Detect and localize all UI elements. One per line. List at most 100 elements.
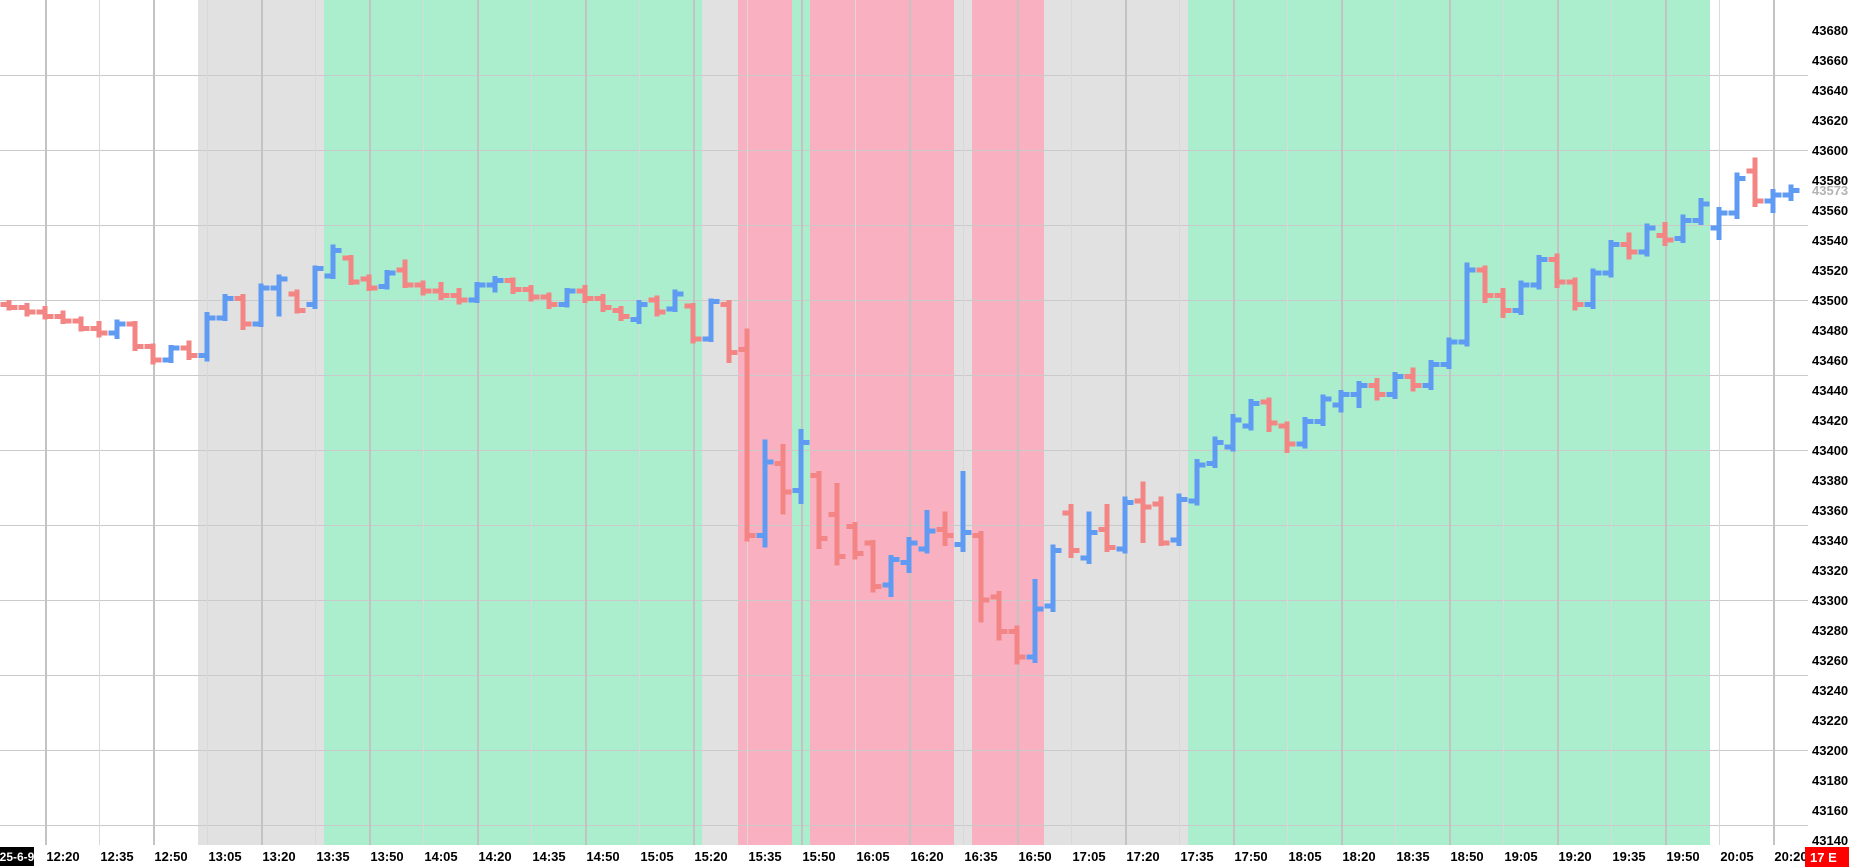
- close-tick: [1739, 176, 1746, 181]
- bar-range: [1536, 255, 1542, 290]
- ohlc-bar: [666, 289, 684, 312]
- ohlc-bar: [1782, 184, 1800, 201]
- price-tick-label: 43620: [1812, 113, 1848, 128]
- time-axis[interactable]: 12:20 12:35 12:50 13:05 13:20 13:35 13:50 14:05…: [46, 849, 1807, 864]
- bar-range: [1086, 511, 1092, 564]
- close-tick: [1469, 267, 1476, 273]
- open-tick: [648, 297, 655, 303]
- time-tick-label: 18:20: [1342, 849, 1375, 864]
- close-tick: [1019, 654, 1026, 660]
- open-tick: [1260, 399, 1267, 405]
- bar-range: [1770, 189, 1776, 213]
- open-tick: [1188, 498, 1195, 504]
- bar-range: [510, 277, 516, 294]
- ohlc-bar: [720, 300, 738, 363]
- vertical-gridlines: [45, 0, 1775, 845]
- open-tick: [144, 344, 151, 349]
- time-tick-label: 19:35: [1612, 849, 1645, 864]
- bar-range: [906, 537, 912, 573]
- close-tick: [209, 315, 216, 321]
- close-tick: [1379, 392, 1386, 397]
- close-tick: [1289, 441, 1296, 447]
- ohlc-bar: [540, 292, 558, 309]
- bar-range: [1554, 253, 1560, 288]
- bar-range: [924, 510, 930, 554]
- price-tick-label: 43360: [1812, 503, 1848, 518]
- close-tick: [389, 270, 396, 276]
- close-tick: [1145, 504, 1152, 510]
- bar-range: [42, 306, 48, 320]
- ohlc-bar: [1674, 214, 1692, 243]
- price-tick-label: 43600: [1812, 143, 1848, 158]
- close-tick: [839, 554, 846, 559]
- bar-range: [1266, 397, 1272, 432]
- v-gridline: [855, 0, 856, 845]
- zone-short: [810, 0, 954, 845]
- v-gridline: [963, 0, 964, 845]
- close-tick: [443, 293, 450, 298]
- open-tick: [558, 302, 565, 307]
- bar-range: [1284, 421, 1290, 453]
- bar-range: [1140, 481, 1146, 543]
- ohlc-bar: [1152, 496, 1170, 546]
- ohlc-bar: [612, 306, 630, 321]
- open-tick: [162, 357, 169, 363]
- open-tick: [1674, 236, 1681, 241]
- open-tick: [576, 288, 583, 294]
- open-tick: [1710, 225, 1717, 231]
- open-tick: [774, 461, 781, 466]
- time-tick-label: 19:20: [1558, 849, 1591, 864]
- time-tick-label: 14:20: [478, 849, 511, 864]
- close-tick: [659, 309, 666, 315]
- close-tick: [929, 528, 936, 534]
- open-tick: [450, 293, 457, 298]
- bar-range: [780, 444, 786, 515]
- open-tick: [882, 582, 889, 588]
- bar-range: [1716, 207, 1722, 240]
- open-tick: [1764, 198, 1771, 204]
- ohlc-bar: [252, 283, 270, 327]
- bar-range: [1698, 198, 1704, 225]
- ohlc-bar: [360, 274, 378, 291]
- close-tick: [65, 318, 72, 324]
- ohlc-bar: [504, 277, 522, 294]
- bar-range: [1194, 459, 1200, 506]
- close-tick: [1325, 396, 1332, 402]
- bar-range: [1644, 223, 1650, 257]
- h-gridline: [0, 825, 1808, 826]
- open-tick: [1566, 279, 1573, 285]
- bar-range: [672, 289, 678, 312]
- bar-range: [636, 300, 642, 324]
- v-gridline: [369, 0, 371, 845]
- open-tick: [1296, 441, 1303, 447]
- bar-range: [366, 274, 372, 291]
- v-gridline: [531, 0, 532, 845]
- ohlc-bar: [1530, 255, 1548, 290]
- bar-range: [1572, 277, 1578, 311]
- v-gridline: [477, 0, 479, 845]
- close-tick: [641, 302, 648, 307]
- v-gridline: [1719, 0, 1720, 845]
- session-countdown-label: 17 E: [1810, 850, 1837, 865]
- open-tick: [1080, 555, 1087, 561]
- ohlc-bar: [306, 265, 324, 309]
- ohlc-bar: [702, 298, 720, 342]
- bar-range: [1482, 265, 1488, 303]
- bar-range: [1356, 381, 1362, 408]
- bar-range: [402, 259, 408, 288]
- ohlc-bar: [18, 303, 36, 317]
- ohlc-bar: [0, 300, 18, 311]
- open-tick: [1134, 498, 1141, 504]
- bar-range: [816, 471, 822, 549]
- price-axis[interactable]: 43680 43660 43640 43620 43600 43580 43560 43540…: [1812, 23, 1848, 848]
- close-tick: [155, 357, 162, 363]
- v-gridline: [1449, 0, 1451, 845]
- close-tick: [1433, 362, 1440, 367]
- bar-range: [1104, 504, 1110, 552]
- close-tick: [1523, 282, 1530, 288]
- ohlc-bar: [468, 282, 486, 303]
- bar-range: [150, 343, 156, 365]
- open-tick: [990, 594, 997, 600]
- bar-range: [1608, 240, 1614, 278]
